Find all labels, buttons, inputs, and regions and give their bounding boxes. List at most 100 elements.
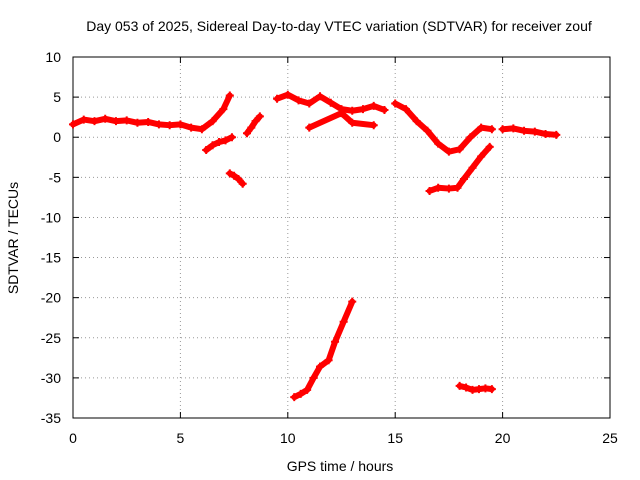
data-point-marker: [208, 117, 217, 126]
data-point-marker: [530, 127, 539, 136]
y-tick-label: -35: [41, 410, 61, 426]
data-point-marker: [391, 99, 400, 108]
data-point-marker: [215, 138, 224, 147]
x-tick-label: 20: [495, 430, 511, 446]
data-point-marker: [144, 117, 153, 126]
data-point-marker: [455, 145, 464, 154]
data-point-marker: [165, 121, 174, 130]
data-point-marker: [251, 117, 260, 126]
data-point-marker: [462, 383, 471, 392]
data-point-marker: [401, 105, 410, 114]
data-point-marker: [154, 120, 163, 129]
y-tick-label: 0: [53, 129, 61, 145]
data-point-marker: [498, 125, 507, 134]
data-point-marker: [247, 123, 256, 132]
data-point-marker: [221, 136, 230, 145]
y-tick-label: -30: [41, 370, 61, 386]
data-point-marker: [487, 125, 496, 134]
series-short-dip-1: [202, 133, 236, 155]
data-point-marker: [331, 337, 340, 346]
data-point-marker: [348, 297, 357, 306]
data-point-marker: [290, 393, 299, 402]
data-point-marker: [337, 109, 346, 118]
series-evening-track: [498, 124, 561, 139]
data-point-marker: [453, 183, 462, 192]
data-point-marker: [380, 105, 389, 114]
plot-frame: [72, 56, 611, 419]
x-tick-label: 25: [602, 430, 618, 446]
data-point-marker: [79, 115, 88, 124]
data-point-marker: [326, 98, 335, 107]
series-steep-rise: [290, 297, 357, 402]
y-tick-label: 10: [45, 49, 61, 65]
data-point-marker: [425, 186, 434, 195]
y-tick-label: -10: [41, 209, 61, 225]
data-point-marker: [520, 126, 529, 135]
data-point-marker: [552, 130, 561, 139]
tick-layer: 0 5 10 15 20 25 10 5 0 -5 -10 -15 -20 -25 -30 -35: [41, 49, 618, 446]
data-point-marker: [477, 152, 486, 161]
data-point-marker: [202, 146, 211, 155]
y-tick-label: -15: [41, 250, 61, 266]
data-point-marker: [339, 317, 348, 326]
data-point-marker: [369, 101, 378, 110]
data-point-marker: [309, 373, 318, 382]
data-point-marker: [234, 174, 243, 183]
data-point-marker: [273, 94, 282, 103]
series-band: [291, 298, 356, 401]
series-band: [226, 170, 246, 187]
series-band: [306, 110, 377, 131]
data-point-marker: [487, 385, 496, 394]
data-point-marker: [225, 169, 234, 178]
data-point-marker: [238, 179, 247, 188]
data-point-marker: [283, 90, 292, 99]
data-point-marker: [434, 183, 443, 192]
series-midday-low-drops: [305, 109, 378, 132]
data-point-marker: [101, 114, 110, 123]
series-band: [70, 92, 233, 133]
data-point-marker: [316, 92, 325, 101]
data-point-marker: [369, 121, 378, 130]
data-point-marker: [122, 116, 131, 125]
y-tick-label: 5: [53, 89, 61, 105]
data-point-marker: [69, 120, 77, 129]
data-point-marker: [455, 381, 464, 390]
data-point-marker: [468, 163, 477, 172]
series-short-rise: [242, 112, 264, 138]
data-point-marker: [219, 105, 228, 114]
data-point-marker: [255, 112, 264, 121]
data-point-marker: [348, 118, 357, 127]
data-point-marker: [230, 171, 239, 180]
data-point-marker: [208, 141, 217, 150]
series-main-track: [69, 91, 234, 134]
data-point-marker: [423, 126, 432, 135]
grid-layer: [73, 57, 610, 418]
y-tick-label: -5: [49, 169, 62, 185]
series-rising-arc: [425, 142, 494, 195]
data-point-marker: [303, 385, 312, 394]
data-point-marker: [412, 117, 421, 126]
data-point-marker: [242, 129, 251, 138]
data-point-marker: [197, 125, 206, 134]
data-layer: [69, 90, 561, 402]
data-point-marker: [358, 105, 367, 114]
x-tick-label: 5: [177, 430, 185, 446]
x-tick-label: 0: [69, 430, 77, 446]
data-point-marker: [324, 356, 333, 365]
data-point-marker: [466, 133, 475, 142]
x-tick-label: 10: [280, 430, 296, 446]
x-axis-label: GPS time / hours: [287, 458, 394, 474]
data-point-marker: [477, 123, 486, 132]
data-point-marker: [305, 99, 314, 108]
series-midday-cluster: [273, 90, 389, 115]
data-point-marker: [133, 118, 142, 127]
data-point-marker: [187, 123, 196, 132]
chart-title: Day 053 of 2025, Sidereal Day-to-day VTE…: [86, 18, 592, 34]
data-point-marker: [225, 91, 234, 100]
data-point-marker: [305, 123, 314, 132]
data-point-marker: [485, 142, 494, 151]
data-point-marker: [348, 106, 357, 115]
series-descending-track: [391, 99, 496, 156]
data-point-marker: [316, 362, 325, 371]
